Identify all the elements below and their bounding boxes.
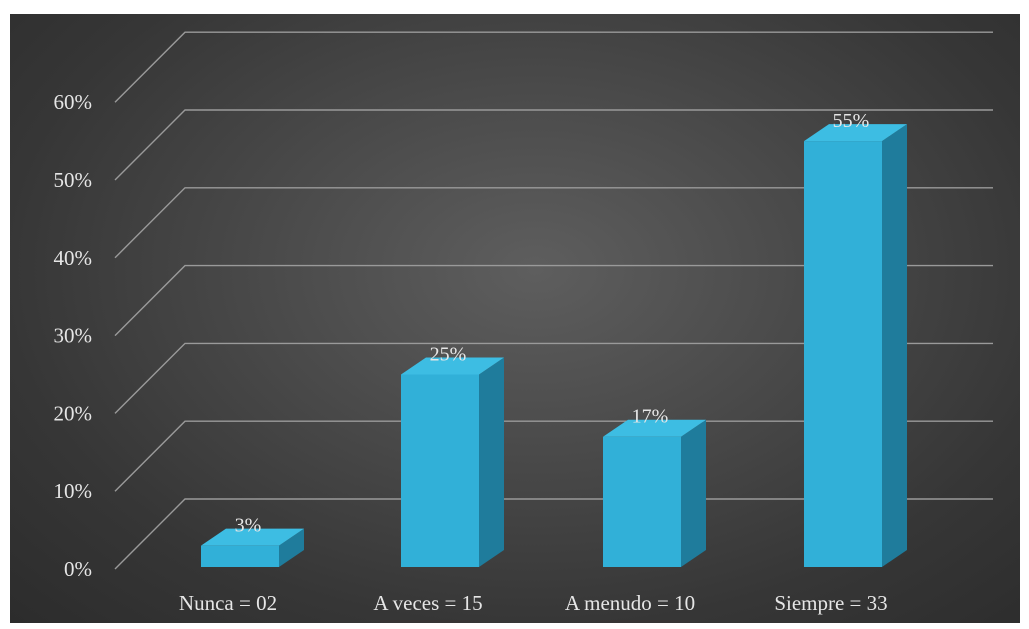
bar-chart: 0% 10% 20% 30% 40% 50% 60% 3% Nunca = 02 25% A vec…: [54, 31, 993, 615]
bar-front-face: [603, 436, 681, 567]
bar-top-face: [804, 124, 907, 142]
gridline: [114, 420, 993, 492]
bar-top-face: [201, 528, 304, 546]
gridline: [114, 342, 993, 414]
bar: [201, 528, 304, 567]
y-tick-label: 0%: [64, 557, 92, 581]
data-label: 17%: [632, 406, 669, 428]
bar-side-face: [882, 124, 907, 567]
bar-front-face: [804, 141, 882, 567]
data-label: 25%: [430, 344, 467, 366]
gridline: [114, 31, 993, 103]
y-axis-ticks: 0% 10% 20% 30% 40% 50% 60%: [54, 90, 93, 581]
bars: 3% Nunca = 02 25% A veces = 15 17% A menudo =…: [179, 110, 907, 615]
bar: [804, 124, 907, 567]
gridline: [114, 264, 993, 337]
bar-side-face: [479, 357, 504, 567]
bar-side-face: [681, 419, 706, 567]
y-tick-label: 10%: [54, 479, 93, 503]
data-label: 55%: [833, 110, 870, 132]
chart-area: 0% 10% 20% 30% 40% 50% 60% 3% Nunca = 02 25% A vec…: [10, 14, 1020, 623]
bar-side-face: [279, 528, 304, 567]
x-category-label: Nunca = 02: [179, 591, 277, 615]
gridlines: [114, 31, 993, 570]
gridline: [114, 109, 993, 181]
bar-top-face: [603, 419, 706, 437]
x-category-label: A veces = 15: [373, 591, 482, 615]
y-tick-label: 40%: [54, 246, 93, 270]
gridline: [114, 187, 993, 259]
x-category-label: A menudo = 10: [565, 591, 695, 615]
y-tick-label: 60%: [54, 90, 93, 114]
bar: [603, 419, 706, 567]
bar-top-face: [401, 357, 504, 375]
bar: [401, 357, 504, 567]
y-tick-label: 30%: [54, 324, 93, 348]
bar-front-face: [201, 545, 279, 567]
bar-front-face: [401, 374, 479, 567]
data-label: 3%: [235, 515, 262, 537]
gridline: [114, 498, 993, 570]
y-tick-label: 20%: [54, 401, 93, 425]
x-category-label: Siempre = 33: [774, 591, 887, 615]
y-tick-label: 50%: [54, 168, 93, 192]
